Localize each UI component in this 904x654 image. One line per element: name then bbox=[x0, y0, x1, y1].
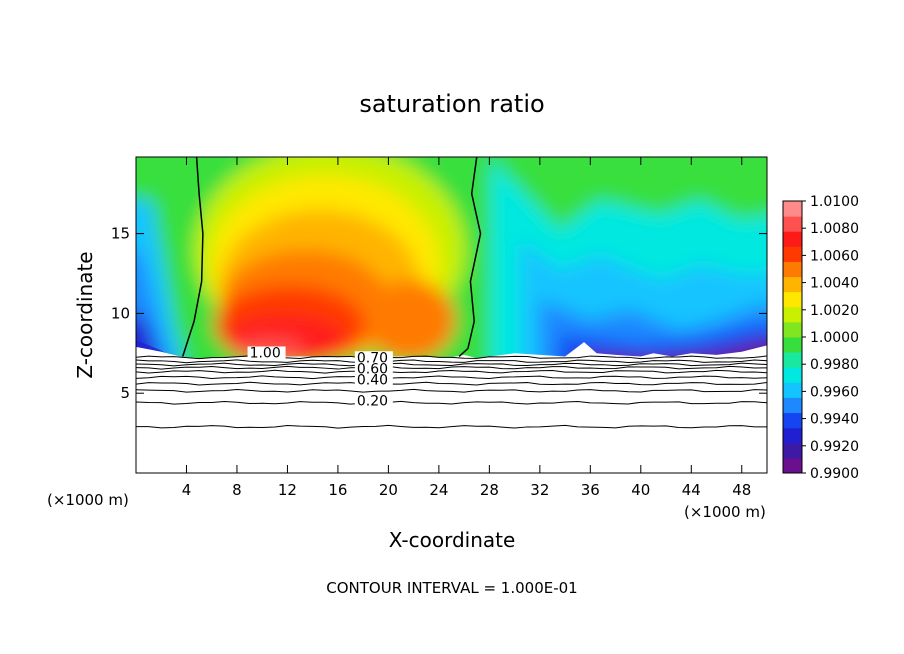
x-tick-label: 28 bbox=[480, 481, 499, 499]
contour-label: 0.60 bbox=[357, 361, 388, 377]
colorbar-tick-label: 1.0080 bbox=[810, 221, 859, 237]
plot-area: 1.00 0.700.600.40 0.20 bbox=[136, 157, 767, 473]
plot-frame bbox=[135, 156, 768, 474]
colorbar-band bbox=[783, 397, 802, 414]
contour-line bbox=[136, 381, 767, 386]
colorbar-band bbox=[783, 201, 802, 217]
contour-line bbox=[136, 355, 767, 360]
y-axis-ticks: 5 10 15 bbox=[111, 225, 767, 402]
colorbar-tick-label: 0.9920 bbox=[810, 439, 859, 455]
colorbar-tick-label: 0.9960 bbox=[810, 384, 859, 400]
colorbar-tick-label: 0.9940 bbox=[810, 412, 859, 428]
colorbar-band bbox=[783, 231, 802, 247]
contour-1.00-right bbox=[458, 157, 482, 358]
chart-title: saturation ratio bbox=[359, 90, 544, 118]
x-unit-right: (×1000 m) bbox=[684, 503, 766, 521]
colorbar-band bbox=[783, 442, 802, 459]
colorbar-band bbox=[783, 216, 802, 232]
contour-line bbox=[136, 369, 767, 374]
x-tick-label: 32 bbox=[530, 481, 549, 499]
colorbar-band bbox=[783, 291, 802, 308]
colorbar-band bbox=[783, 367, 802, 383]
colorbar: 1.0100 1.0080 1.0060 1.0040 1.0020 1.0000 0.99… bbox=[782, 194, 859, 482]
contour-label: 0.70 bbox=[357, 350, 388, 366]
colorbar-band bbox=[783, 276, 802, 293]
x-tick-label: 4 bbox=[182, 481, 192, 499]
colorbar-band bbox=[783, 457, 802, 474]
x-tick-label: 44 bbox=[682, 481, 701, 499]
contour-line bbox=[136, 388, 767, 393]
y-axis-label: Z-coordinate bbox=[73, 251, 97, 378]
colorbar-tick-label: 1.0000 bbox=[810, 330, 859, 346]
colorbar-tick-label: 0.9980 bbox=[810, 357, 859, 373]
x-unit-left: (×1000 m) bbox=[47, 491, 129, 509]
colorbar-tick-label: 1.0040 bbox=[810, 276, 859, 292]
x-tick-label: 24 bbox=[429, 481, 448, 499]
colorbar-band bbox=[783, 382, 802, 398]
terrain bbox=[136, 342, 767, 473]
contour-line bbox=[136, 375, 767, 380]
colorbar-band bbox=[783, 261, 802, 278]
colorbar-band bbox=[783, 337, 802, 353]
x-axis-label: X-coordinate bbox=[389, 528, 516, 552]
contour-interval-note: CONTOUR INTERVAL = 1.000E-01 bbox=[326, 579, 577, 597]
contour-line bbox=[136, 400, 767, 405]
x-tick-label: 12 bbox=[278, 481, 297, 499]
colorbar-band bbox=[783, 246, 802, 262]
x-tick-label: 36 bbox=[581, 481, 600, 499]
colorbar-band bbox=[783, 352, 802, 368]
x-tick-label: 40 bbox=[631, 481, 650, 499]
contour-label: 1.00 bbox=[250, 345, 281, 361]
y-tick-label: 10 bbox=[111, 304, 130, 322]
contour-lines bbox=[136, 355, 767, 429]
contour-label: 0.20 bbox=[357, 393, 388, 409]
contour-line bbox=[136, 365, 767, 370]
contour-line bbox=[136, 359, 767, 364]
x-tick-label: 16 bbox=[328, 481, 347, 499]
contour-1.00-left bbox=[181, 157, 204, 357]
x-tick-label: 20 bbox=[379, 481, 398, 499]
y-tick-label: 5 bbox=[120, 384, 130, 402]
x-axis-ticks: 4 8 12 16 20 24 28 32 36 40 44 48 bbox=[182, 157, 751, 499]
colorbar-band bbox=[783, 306, 802, 323]
saturation-field bbox=[136, 157, 767, 380]
y-tick-label: 15 bbox=[111, 225, 130, 243]
colorbar-tick-label: 0.9900 bbox=[810, 466, 859, 482]
contour-line bbox=[136, 424, 767, 429]
colorbar-band bbox=[783, 412, 802, 429]
colorbar-band bbox=[783, 427, 802, 444]
colorbar-tick-label: 1.0060 bbox=[810, 248, 859, 264]
x-tick-label: 48 bbox=[732, 481, 751, 499]
colorbar-tick-label: 1.0020 bbox=[810, 303, 859, 319]
x-tick-label: 8 bbox=[232, 481, 242, 499]
colorbar-band bbox=[783, 321, 802, 338]
contour-line bbox=[136, 362, 767, 367]
contour-labels: 1.00 0.700.600.40 0.20 bbox=[247, 345, 393, 409]
contour-label: 0.40 bbox=[357, 373, 388, 389]
colorbar-tick-label: 1.0100 bbox=[810, 194, 859, 210]
